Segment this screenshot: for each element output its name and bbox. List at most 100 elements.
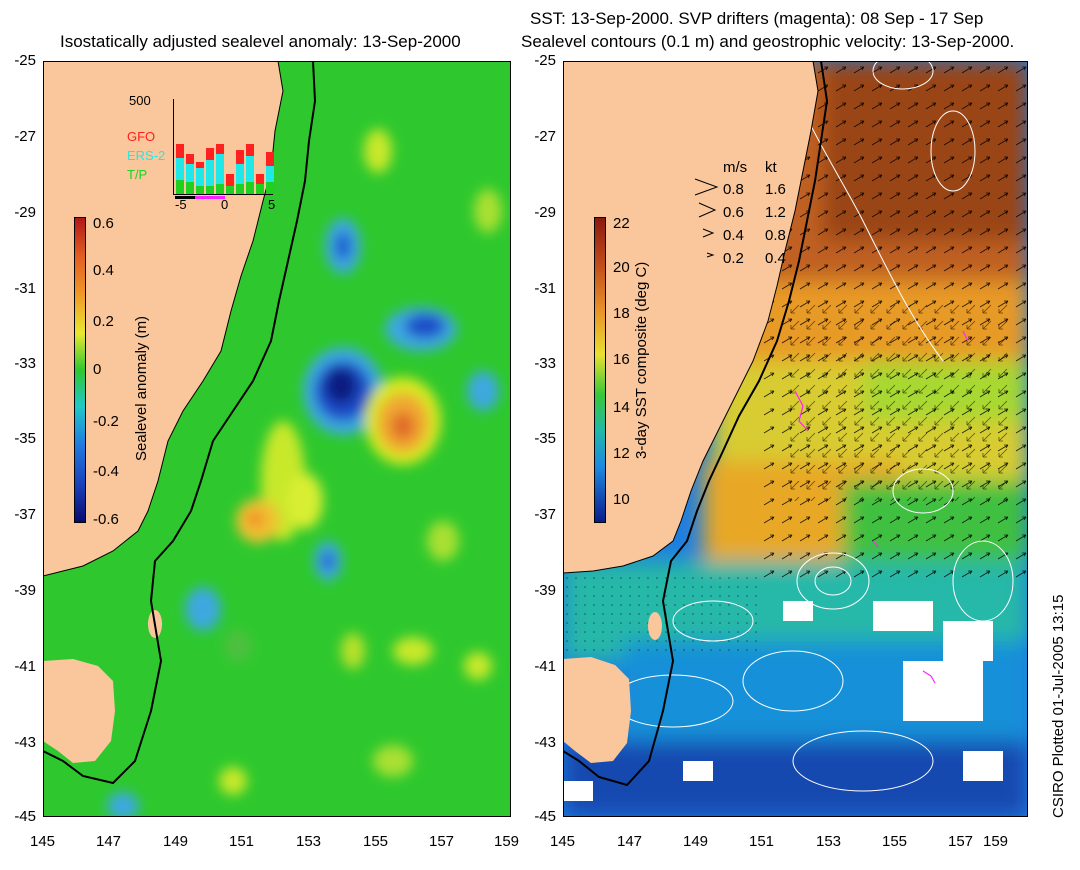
inset-date-marker-window	[195, 196, 225, 199]
lon-tick-label: 147	[96, 833, 122, 850]
lat-tick-label: -33	[534, 355, 556, 372]
lat-tick-label: -31	[14, 280, 36, 297]
sealevel-colorbar-tick: -0.6	[93, 511, 119, 528]
lat-tick-label: -45	[534, 808, 556, 825]
velocity-key-header-ms: m/s	[723, 159, 748, 176]
anomaly-high	[364, 129, 392, 173]
inset-axis-y	[173, 99, 174, 195]
sst-colorbar-tick: 18	[613, 305, 630, 322]
anomaly-neutral	[224, 630, 252, 662]
lon-tick-label: 149	[163, 833, 189, 850]
velocity-key-ms: 0.2	[723, 250, 744, 267]
left-panel-title: Isostatically adjusted sealevel anomaly:…	[60, 32, 461, 51]
velocity-key-kt: 1.2	[765, 204, 786, 221]
sst-colorbar-tick: 10	[613, 491, 630, 508]
velocity-key-arrows	[694, 178, 719, 258]
velocity-key-kt: 0.8	[765, 227, 786, 244]
lat-tick-label: -27	[14, 128, 36, 145]
lon-tick-label: 159	[983, 833, 1009, 850]
lat-tick-label: -25	[14, 52, 36, 69]
inset-xtick-neg5: -5	[175, 197, 187, 212]
lon-tick-label: 149	[683, 833, 709, 850]
svp-drifters	[794, 330, 969, 684]
sealevel-colorbar	[74, 217, 86, 523]
lon-tick-label: 147	[617, 833, 643, 850]
velocity-key-ms: 0.4	[723, 227, 744, 244]
lat-tick-label: -41	[534, 658, 556, 675]
lat-tick-label: -29	[534, 204, 556, 221]
anomaly-low	[467, 371, 499, 411]
lat-tick-label: -35	[14, 430, 36, 447]
velocity-key-ms: 0.8	[723, 181, 744, 198]
velocity-key: m/s kt 0.8 1.6 0.6 1.2 0.4 0.8 0.2 0.4	[693, 159, 823, 279]
lat-tick-label: -25	[534, 52, 556, 69]
velocity-key-arrow	[706, 252, 715, 258]
lon-tick-label: 145	[550, 833, 576, 850]
lat-tick-label: -29	[14, 204, 36, 221]
land-tasmania	[563, 657, 631, 763]
right-panel-title-line1: SST: 13-Sep-2000. SVP drifters (magenta)…	[530, 9, 984, 28]
sealevel-colorbar-tick: -0.2	[93, 413, 119, 430]
anomaly-high-center	[391, 412, 415, 440]
plot-credit: CSIRO Plotted 01-Jul-2005 13:15	[1050, 594, 1067, 818]
anomaly-high	[427, 521, 459, 561]
lon-tick-label: 157	[429, 833, 455, 850]
right-panel-frame	[563, 61, 1028, 817]
inset-legend-ers2: ERS-2	[127, 148, 166, 163]
velocity-key-kt: 0.4	[765, 250, 786, 267]
lat-tick-label: -35	[534, 430, 556, 447]
velocity-key-arrow	[698, 202, 717, 218]
lat-tick-label: -43	[14, 734, 36, 751]
lat-tick-label: -31	[534, 280, 556, 297]
sst-colorbar-tick: 12	[613, 445, 630, 462]
inset-axis-x	[173, 194, 273, 195]
sealevel-colorbar-tick: -0.4	[93, 463, 119, 480]
right-panel-title-line2: Sealevel contours (0.1 m) and geostrophi…	[521, 32, 1015, 51]
sealevel-anomaly-map: 500 GFO ERS-2 T/P -5 0 5 0.6	[43, 61, 511, 817]
anomaly-low-core	[405, 314, 445, 338]
sst-colorbar-tick: 16	[613, 351, 630, 368]
anomaly-low-center	[325, 368, 357, 404]
velocity-dots	[563, 571, 763, 651]
velocity-key-ms: 0.6	[723, 204, 744, 221]
inset-legend-tp: T/P	[127, 167, 148, 182]
sealevel-colorbar-tick: 0.4	[93, 262, 114, 279]
sst-colorbar	[594, 217, 606, 523]
inset-xtick-5: 5	[268, 197, 276, 212]
sst-map-svg	[563, 61, 1028, 817]
sealevel-colorbar-tick: 0.2	[93, 313, 114, 330]
inset-bars	[176, 144, 274, 194]
lat-tick-label: -37	[14, 506, 36, 523]
velocity-key-kt: 1.6	[765, 181, 786, 198]
anomaly-high	[474, 189, 502, 233]
shelf-contour	[563, 61, 829, 787]
lon-tick-label: 155	[363, 833, 389, 850]
land-tasmania	[43, 659, 115, 763]
anomaly-high	[464, 652, 492, 680]
lat-tick-label: -45	[14, 808, 36, 825]
lon-tick-label: 145	[30, 833, 56, 850]
anomaly-high	[287, 473, 323, 529]
land-island	[648, 612, 662, 640]
inset-date-marker-past	[175, 196, 213, 199]
cloud-mask	[563, 601, 1003, 801]
altimeter-inset: 500 GFO ERS-2 T/P -5 0 5	[123, 93, 283, 212]
lon-tick-label: 151	[749, 833, 775, 850]
anomaly-low	[185, 587, 221, 631]
velocity-key-arrow	[702, 228, 715, 238]
sst-map: m/s kt 0.8 1.6 0.6 1.2 0.4 0.8 0.2 0.4 2…	[563, 61, 1028, 817]
inset-ymax-label: 500	[129, 93, 151, 108]
velocity-key-arrow	[694, 178, 719, 196]
lat-tick-label: -37	[534, 506, 556, 523]
lon-tick-label: 151	[229, 833, 255, 850]
inset-xtick-0: 0	[221, 197, 229, 212]
lon-tick-label: 155	[882, 833, 908, 850]
anomaly-high	[373, 745, 413, 777]
sst-colorbar-tick: 22	[613, 215, 630, 232]
anomaly-high	[393, 637, 433, 665]
lat-tick-label: -39	[14, 582, 36, 599]
anomaly-low-core	[322, 553, 334, 569]
velocity-key-header-kt: kt	[765, 159, 777, 176]
lat-tick-label: -27	[534, 128, 556, 145]
land-mainland	[563, 61, 818, 573]
